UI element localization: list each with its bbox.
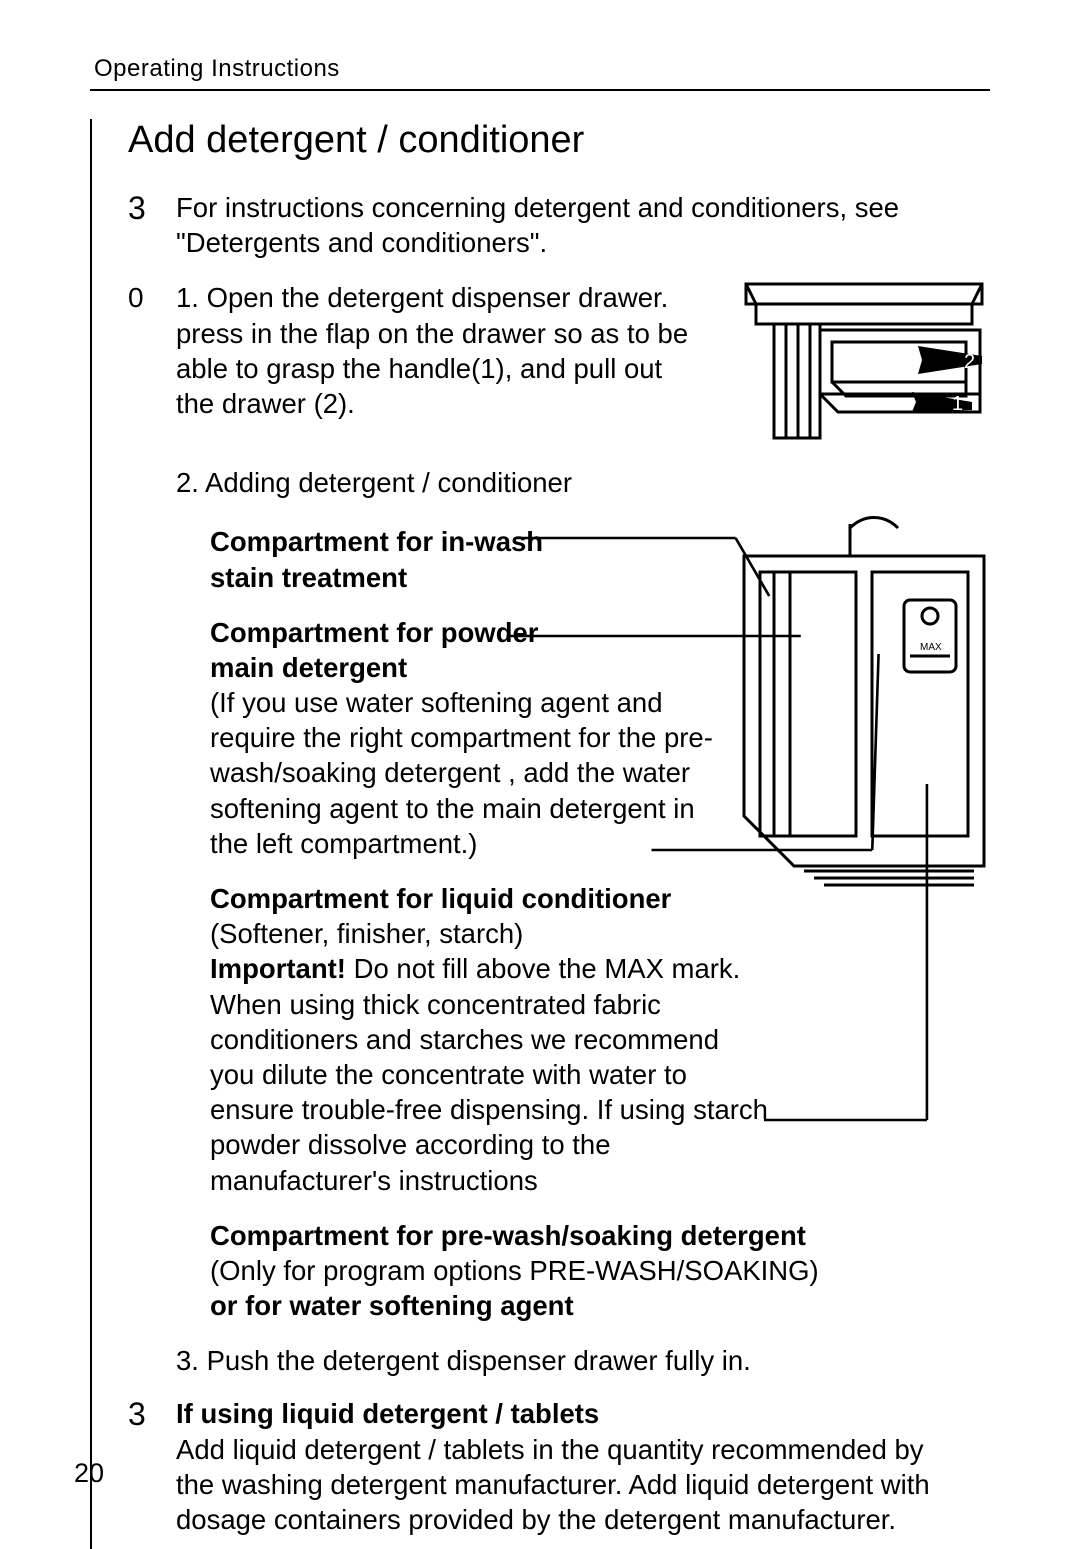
max-label: MAX: [920, 642, 942, 653]
c4-line3: or for water softening agent: [210, 1290, 574, 1321]
compartment-inwash: Compartment for in-washstain treatment: [210, 524, 740, 594]
c3-title: Compartment for liquid conditioner: [210, 883, 671, 914]
page: Operating Instructions Add detergent / c…: [0, 0, 1080, 1529]
liquid-title: If using liquid detergent / tablets: [176, 1398, 599, 1429]
fig1-label-1: 1: [952, 393, 963, 415]
liquid-text: If using liquid detergent / tablets Add …: [176, 1396, 966, 1537]
step2-heading: 2. Adding detergent / conditioner: [128, 465, 990, 500]
top-rule: [90, 89, 990, 91]
step1-number: 1.: [176, 282, 199, 313]
compartment-liquid-cond: Compartment for liquid conditioner (Soft…: [210, 881, 770, 1198]
c3-important: Important!: [210, 953, 346, 984]
step1-text: 1. Open the detergent dispenser drawer. …: [176, 280, 706, 421]
intro-text: For instructions concerning detergent an…: [176, 190, 936, 260]
liquid-body: Add liquid detergent / tablets in the qu…: [176, 1434, 930, 1535]
liquid-row: 3 If using liquid detergent / tablets Ad…: [128, 1396, 990, 1537]
c2-title: Compartment for powdermain detergent: [210, 617, 538, 683]
compartment-prewash: Compartment for pre-wash/soaking deterge…: [210, 1218, 850, 1324]
c1-title: Compartment for in-washstain treatment: [210, 526, 543, 592]
fig1-label-2: 2: [964, 351, 975, 373]
c2-body: (If you use water softening agent and re…: [210, 687, 713, 859]
intro-marker: 3: [128, 190, 176, 224]
drawer-compartments-figure: MAX: [734, 516, 994, 916]
step1-line-a: Open the detergent dispenser drawer.: [207, 282, 669, 313]
compartments-block: Compartment for in-washstain treatment C…: [128, 524, 990, 1323]
running-head: Operating Instructions: [90, 55, 990, 83]
step1-marker: 0: [128, 280, 176, 312]
step1-line-b: press in the flap on the drawer so as to…: [176, 318, 688, 419]
c3-body: Do not fill above the MAX mark. When usi…: [210, 953, 768, 1195]
page-number: 20: [74, 1458, 104, 1489]
content-column: Add detergent / conditioner 3 For instru…: [90, 119, 990, 1549]
section-title: Add detergent / conditioner: [128, 119, 990, 162]
intro-row: 3 For instructions concerning detergent …: [128, 190, 990, 260]
step3-text: 3. Push the detergent dispenser drawer f…: [128, 1343, 990, 1378]
compartment-powder: Compartment for powdermain detergent (If…: [210, 615, 740, 861]
step1-row: 0 1. Open the detergent dispenser drawer…: [128, 280, 990, 421]
liquid-marker: 3: [128, 1396, 176, 1430]
drawer-open-figure: 2 1: [734, 274, 994, 454]
c3-sub: (Softener, finisher, starch): [210, 918, 523, 949]
c4-line2: (Only for program options PRE-WASH/SOAKI…: [210, 1255, 819, 1286]
c4-title: Compartment for pre-wash/soaking deterge…: [210, 1220, 806, 1251]
